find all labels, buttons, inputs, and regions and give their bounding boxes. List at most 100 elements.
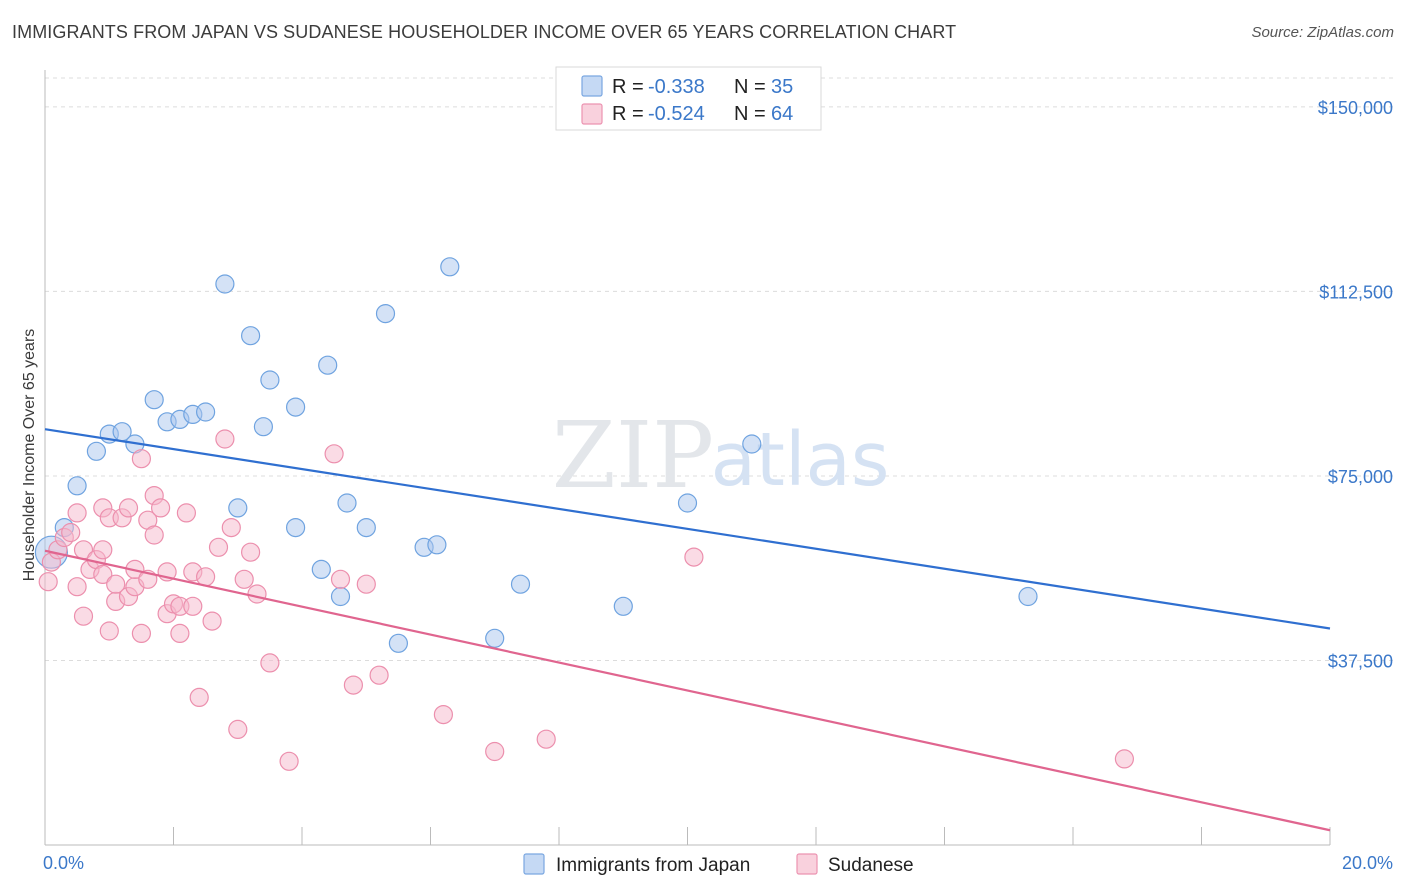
source-label: Source: ZipAtlas.com [1251,24,1394,41]
legend-r-label-japan: R = [612,76,644,98]
sudanese-trend-line [44,549,1331,832]
sudanese-point [106,574,126,594]
sudanese-point [176,503,196,523]
japan-point [440,257,460,277]
sudanese-point [38,572,58,592]
sudanese-point [131,449,151,469]
sudanese-point [170,623,190,644]
sudanese-point [343,675,363,695]
sudanese-point [369,665,389,685]
sudanese-point [221,517,241,538]
watermark-atlas: atlas [711,417,890,503]
legend-swatch-japan [581,75,603,97]
sudanese-point [324,444,344,464]
sudanese-point [536,729,556,749]
japan-point [742,434,762,454]
sudanese-point [99,621,119,641]
chart-title: IMMIGRANTS FROM JAPAN VS SUDANESE HOUSEH… [12,22,957,42]
japan-point [260,370,280,390]
y-tick-label: $112,500 [1319,282,1393,302]
sudanese-point [485,741,505,762]
japan-point [356,517,376,538]
japan-point [485,628,505,648]
sudanese-point [67,577,87,597]
axes [44,70,1331,846]
legend-n-label-japan: N = [734,76,766,98]
x-tick-label-max: 20.0% [1342,853,1393,873]
watermark: ZIP atlas [552,402,890,509]
bottom-legend-label-japan: Immigrants from Japan [556,855,750,876]
trend-lines [44,428,1331,832]
sudanese-point [73,606,94,626]
sudanese-point [433,704,453,725]
sudanese-point [151,498,171,518]
stats-legend: R = -0.338 N = 35 R = -0.524 N = 64 [555,66,822,131]
japan-point [1018,586,1038,607]
sudanese-point [189,687,209,708]
watermark-zip: ZIP [552,402,714,509]
y-tick-label: $37,500 [1328,651,1393,671]
japan-point [318,355,338,375]
sudanese-point [118,498,139,518]
japan-point [228,498,248,518]
japan-point [427,535,447,555]
bottom-legend-label-sudanese: Sudanese [828,855,914,876]
sudanese-point [183,596,203,616]
bottom-legend-swatch-japan [523,853,545,875]
sudanese-point [228,719,248,740]
japan-point [311,559,331,580]
y-tick-label: $150,000 [1318,98,1393,118]
sudanese-point [241,542,261,562]
sudanese-point [684,547,704,567]
japan-point [337,493,357,513]
legend-n-value-sudanese: 64 [771,103,793,125]
japan-trend-line [44,428,1331,630]
legend-swatch-sudanese [581,103,603,125]
series-legend: Immigrants from Japan Sudanese [523,853,914,876]
japan-point [286,397,306,417]
legend-n-label-sudanese: N = [734,103,766,125]
japan-point [613,596,633,616]
japan-point [253,417,273,437]
sudanese-point [208,537,229,557]
sudanese-point [131,623,151,644]
japan-point [86,441,107,461]
y-axis-label: Householder Income Over 65 years [21,329,38,582]
japan-point [286,517,306,538]
japan-point [677,493,698,513]
sudanese-point [144,525,164,545]
sudanese-point [202,611,222,631]
japan-point [330,586,351,607]
y-tick-labels: $150,000 $112,500 $75,000 $37,500 [1318,98,1393,672]
sudanese-point [61,522,81,543]
sudanese-point [247,584,267,604]
japan-point [196,402,216,422]
japan-point [215,274,235,294]
japan-point [241,326,261,346]
y-tick-label: $75,000 [1328,467,1393,487]
legend-r-value-japan: -0.338 [648,76,705,98]
japan-point [67,476,87,496]
legend-r-value-sudanese: -0.524 [648,103,705,125]
sudanese-point [1114,749,1135,769]
legend-r-label-sudanese: R = [612,103,644,125]
sudanese-point [260,653,280,673]
sudanese-point [356,574,376,594]
sudanese-point [279,751,299,771]
sudanese-point [215,429,235,449]
japan-point [510,574,531,594]
sudanese-point [234,569,254,589]
sudanese-point [93,540,113,560]
bottom-legend-swatch-sudanese [796,853,818,875]
sudanese-point [93,564,113,585]
sudanese-point [196,567,216,587]
japan-point [375,304,396,324]
japan-point [388,633,408,653]
series-sudanese-points [38,429,1135,771]
legend-n-value-japan: 35 [771,76,793,98]
x-tick-label-min: 0.0% [43,853,84,873]
japan-point [144,390,164,410]
sudanese-point [67,503,87,523]
sudanese-point [330,569,351,589]
